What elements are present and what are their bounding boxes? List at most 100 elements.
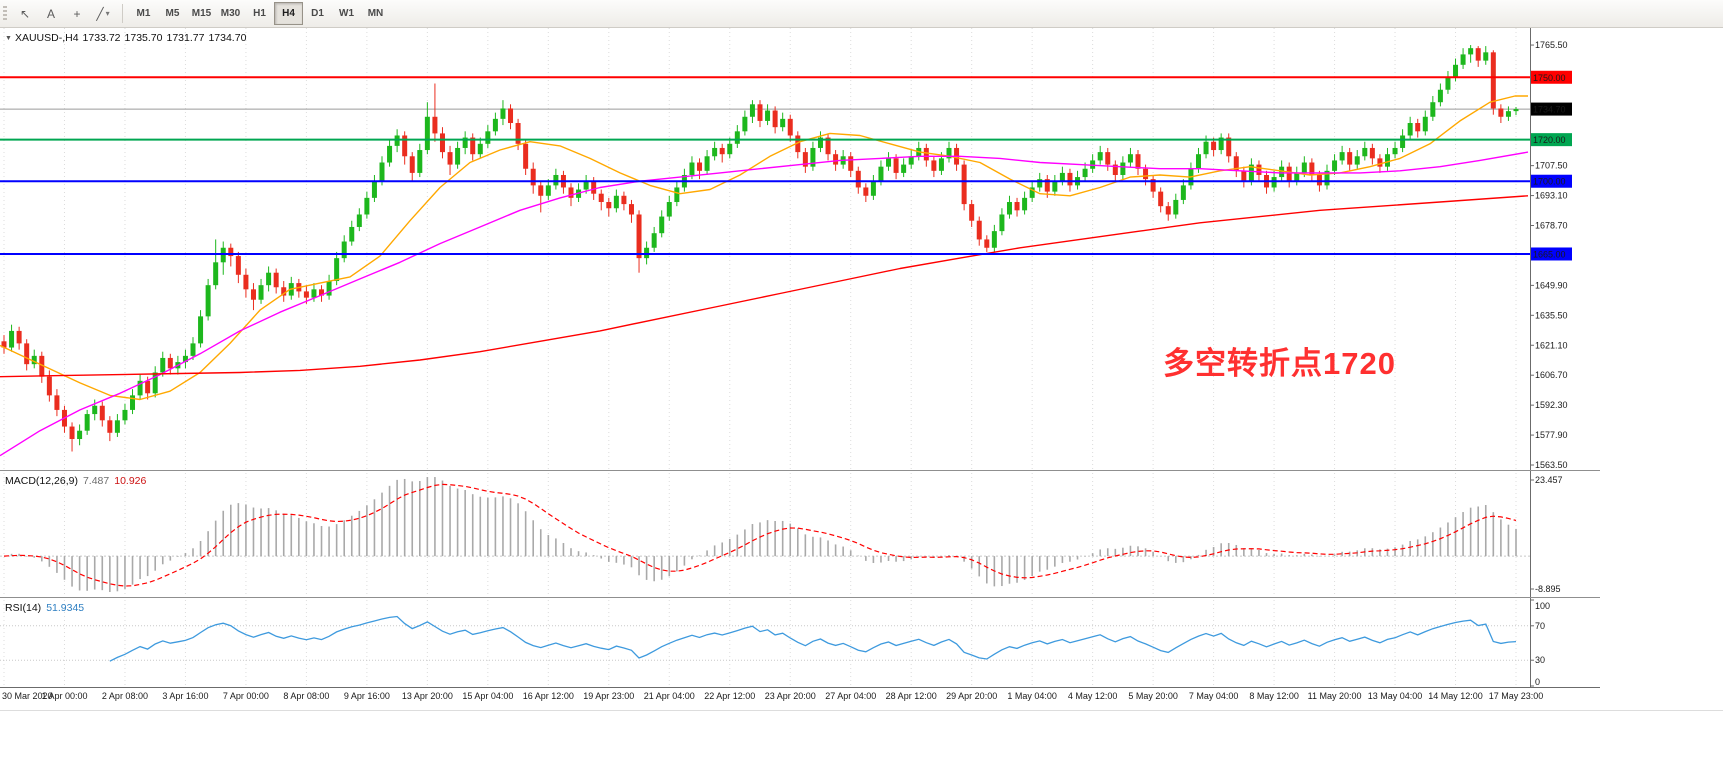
macd-panel: 23.457 -8.895 — [0, 475, 1563, 594]
price-axis-label: 1621.10 — [1535, 340, 1568, 350]
macd-name: MACD(12,26,9) — [5, 475, 78, 487]
time-axis-label: 14 May 12:00 — [1428, 691, 1483, 701]
macd-signal-line — [3, 483, 1517, 587]
rsi-scale-label: 100 — [1535, 601, 1550, 611]
collapse-triangle-icon[interactable]: ▼ — [5, 35, 12, 42]
hline-support-1700[interactable]: 1700.00 — [0, 174, 1572, 188]
timeframe-button-d1[interactable]: D1 — [311, 8, 324, 19]
price-badge — [1530, 133, 1572, 147]
time-axis-label: 21 Apr 04:00 — [644, 691, 695, 701]
price-axis-label: 1635.50 — [1535, 310, 1568, 320]
time-axis-label: 28 Apr 12:00 — [886, 691, 937, 701]
price-axis-label: 1707.50 — [1535, 161, 1568, 171]
panel-frames — [0, 470, 1723, 711]
time-axis-label: 11 May 20:00 — [1308, 691, 1362, 701]
toolbar-grip[interactable] — [3, 5, 7, 22]
price-badge-label: 1700.00 — [1533, 177, 1566, 187]
rsi-scale-label: 70 — [1535, 621, 1545, 631]
rsi-value: 51.9345 — [46, 602, 85, 614]
price-axis-label: 1678.70 — [1535, 221, 1568, 231]
tool-button-group: ↖ A + ╱ ▾ — [12, 2, 116, 25]
timeframe-button-mn[interactable]: MN — [367, 8, 384, 19]
price-badge-label: 1750.00 — [1533, 73, 1566, 83]
price-axis-label: 1592.30 — [1535, 400, 1568, 410]
svg-text:1734.70: 1734.70 — [1533, 105, 1566, 115]
price-scale[interactable]: 1765.50 1707.50 1693.10 1678.70 1649.90 1635.… — [1530, 27, 1568, 687]
dropdown-caret-icon: ▾ — [105, 9, 110, 18]
rsi-indicator-label: RSI(14) 51.9345 — [5, 602, 89, 614]
line-studies-tool-icon[interactable]: ╱ ▾ — [96, 6, 110, 21]
price-axis-label: 1693.10 — [1535, 191, 1568, 201]
macd-scale-min: -8.895 — [1535, 584, 1561, 594]
time-axis-label: 8 Apr 08:00 — [283, 691, 329, 701]
rsi-name: RSI(14) — [5, 602, 42, 614]
price-badge-label: 1665.00 — [1533, 249, 1566, 259]
time-axis-label: 23 Apr 20:00 — [765, 691, 816, 701]
time-axis-label: 13 May 04:00 — [1368, 691, 1423, 701]
time-axis-label: 1 Apr 00:00 — [41, 691, 87, 701]
rsi-scale-label: 30 — [1535, 655, 1545, 665]
time-axis-label: 5 May 20:00 — [1128, 691, 1178, 701]
time-axis-label: 22 Apr 12:00 — [704, 691, 755, 701]
time-axis-label: 19 Apr 23:00 — [583, 691, 634, 701]
timeframe-toolbar: M1 M5 M15 M30 H1 H4 D1 W1 MN — [129, 2, 390, 25]
grid-lines — [3, 28, 1517, 686]
time-axis-label: 9 Apr 16:00 — [344, 691, 390, 701]
price-axis-label: 1577.90 — [1535, 430, 1568, 440]
toolbar: ↖ A + ╱ ▾ M1 M5 M15 M30 H1 H4 D1 W1 MN — [0, 0, 1723, 28]
timeframe-button-m30[interactable]: M30 — [220, 8, 241, 19]
symbol-ohlc-readout: ▼ XAUUSD-,H4 1733.72 1735.70 1731.77 1734.70 — [5, 32, 250, 44]
timeframe-button-m1[interactable]: M1 — [136, 8, 151, 19]
price-axis-label: 1606.70 — [1535, 370, 1568, 380]
ohlc-open: 1733.72 — [82, 32, 121, 44]
timeframe-button-h1[interactable]: H1 — [253, 8, 266, 19]
cursor-tool-icon[interactable]: ↖ — [19, 6, 31, 21]
current-price-badge: 1734.70 — [1530, 102, 1572, 116]
price-axis-label: 1563.50 — [1535, 460, 1568, 470]
ohlc-high: 1735.70 — [124, 32, 163, 44]
price-badge — [1530, 247, 1572, 261]
time-axis-label: 17 May 23:00 — [1489, 691, 1544, 701]
time-axis-label: 2 Apr 08:00 — [102, 691, 148, 701]
timeframe-button-m5[interactable]: M5 — [165, 8, 180, 19]
price-badge — [1530, 70, 1572, 84]
hline-pivot-1720[interactable]: 1720.00 — [0, 133, 1572, 147]
time-axis-label: 7 May 04:00 — [1189, 691, 1239, 701]
ma-line-slow-red — [0, 195, 1529, 378]
hline-resistance-1750[interactable]: 1750.00 — [0, 70, 1572, 84]
ohlc-close: 1734.70 — [208, 32, 247, 44]
price-axis-label: 1649.90 — [1535, 280, 1568, 290]
price-badge — [1530, 174, 1572, 188]
timeframe-button-m15[interactable]: M15 — [191, 8, 212, 19]
macd-signal-value: 10.926 — [114, 475, 147, 487]
timeframe-button-h4[interactable]: H4 — [274, 2, 303, 25]
time-axis-label: 8 May 12:00 — [1249, 691, 1299, 701]
toolbar-separator — [122, 4, 123, 23]
time-axis-label: 7 Apr 00:00 — [223, 691, 269, 701]
time-axis-label: 3 Apr 16:00 — [162, 691, 208, 701]
time-axis-label: 15 Apr 04:00 — [462, 691, 513, 701]
macd-indicator-label: MACD(12,26,9) 7.487 10.926 — [5, 475, 151, 487]
crosshair-tool-icon[interactable]: + — [73, 6, 81, 21]
rsi-scale-label: 0 — [1535, 677, 1540, 687]
rsi-panel: 100 70 30 0 — [0, 599, 1550, 687]
macd-scale-max: 23.457 — [1535, 475, 1563, 485]
chart-text-annotation[interactable]: 多空转折点1720 — [1163, 346, 1396, 381]
time-axis-label: 30 Mar 2020 — [2, 691, 53, 701]
price-badge-label: 1720.00 — [1533, 135, 1566, 145]
ohlc-low: 1731.77 — [166, 32, 205, 44]
text-annotation-tool-icon[interactable]: A — [46, 6, 55, 21]
time-axis-label: 27 Apr 04:00 — [825, 691, 876, 701]
macd-main-value: 7.487 — [82, 475, 110, 487]
time-axis-label: 4 May 12:00 — [1068, 691, 1118, 701]
ma-line-mid-magenta — [0, 151, 1529, 457]
hline-support-1665[interactable]: 1665.00 — [0, 247, 1572, 261]
price-axis-label: 1765.50 — [1535, 40, 1568, 50]
symbol-period: XAUUSD-,H4 — [14, 32, 79, 44]
time-axis-label: 13 Apr 20:00 — [402, 691, 453, 701]
time-axis-label: 1 May 04:00 — [1007, 691, 1057, 701]
timeframe-button-w1[interactable]: W1 — [339, 8, 354, 19]
time-axis-label: 16 Apr 12:00 — [523, 691, 574, 701]
